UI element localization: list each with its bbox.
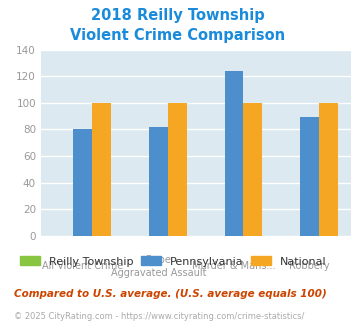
Text: Violent Crime Comparison: Violent Crime Comparison <box>70 28 285 43</box>
Bar <box>92 103 111 236</box>
Legend: Reilly Township, Pennsylvania, National: Reilly Township, Pennsylvania, National <box>20 256 327 267</box>
Bar <box>73 129 92 236</box>
Text: 2018 Reilly Township: 2018 Reilly Township <box>91 8 264 23</box>
Bar <box>149 127 168 236</box>
Bar <box>319 103 338 236</box>
Bar <box>168 103 187 236</box>
Bar <box>244 103 262 236</box>
Text: © 2025 CityRating.com - https://www.cityrating.com/crime-statistics/: © 2025 CityRating.com - https://www.city… <box>14 312 305 321</box>
Bar <box>225 71 244 236</box>
Text: Robbery: Robbery <box>289 261 330 271</box>
Text: Aggravated Assault: Aggravated Assault <box>110 268 206 278</box>
Bar <box>300 117 319 236</box>
Text: Rape: Rape <box>146 255 171 265</box>
Text: Murder & Mans...: Murder & Mans... <box>192 261 276 271</box>
Text: Compared to U.S. average. (U.S. average equals 100): Compared to U.S. average. (U.S. average … <box>14 289 327 299</box>
Text: All Violent Crime: All Violent Crime <box>42 261 123 271</box>
